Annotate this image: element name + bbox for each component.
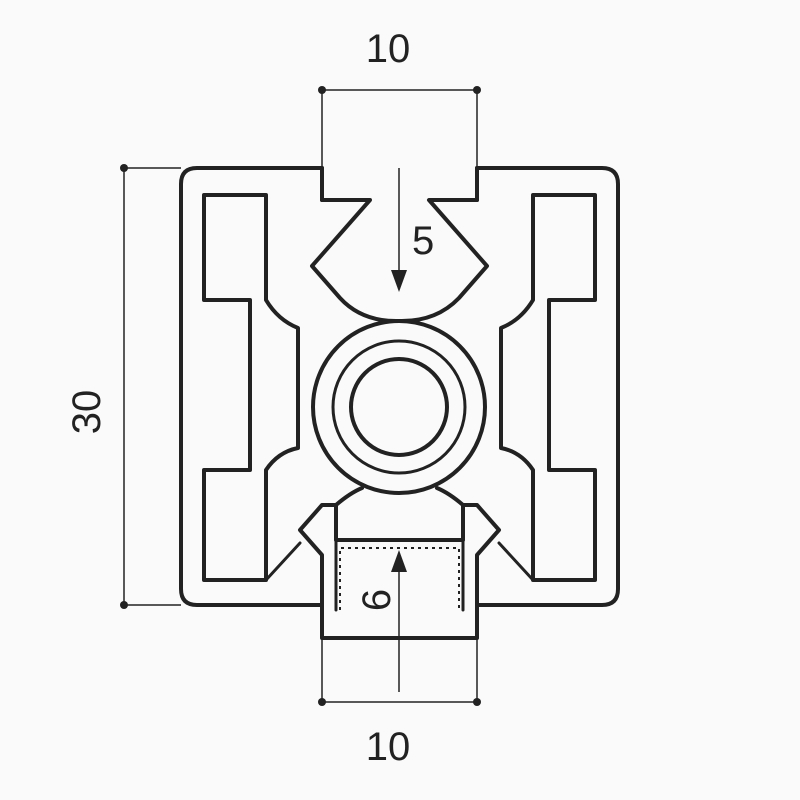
extrusion-diagram: 10 30 10 (0, 0, 800, 800)
dim-label: 30 (65, 390, 109, 435)
right-slot (501, 195, 595, 580)
left-slot (204, 195, 298, 580)
dim-top-10: 10 (318, 27, 481, 168)
dim-left-30: 30 (65, 164, 181, 609)
dim-inner-5: 5 (391, 168, 434, 292)
bore-inner-circle (351, 359, 447, 455)
dim-label: 6 (355, 589, 399, 611)
dim-label: 10 (366, 725, 411, 769)
dim-label: 5 (412, 219, 434, 263)
dim-label: 10 (366, 27, 411, 71)
dim-inner-6: 6 (355, 550, 407, 692)
bore-outer-circle (313, 321, 485, 493)
